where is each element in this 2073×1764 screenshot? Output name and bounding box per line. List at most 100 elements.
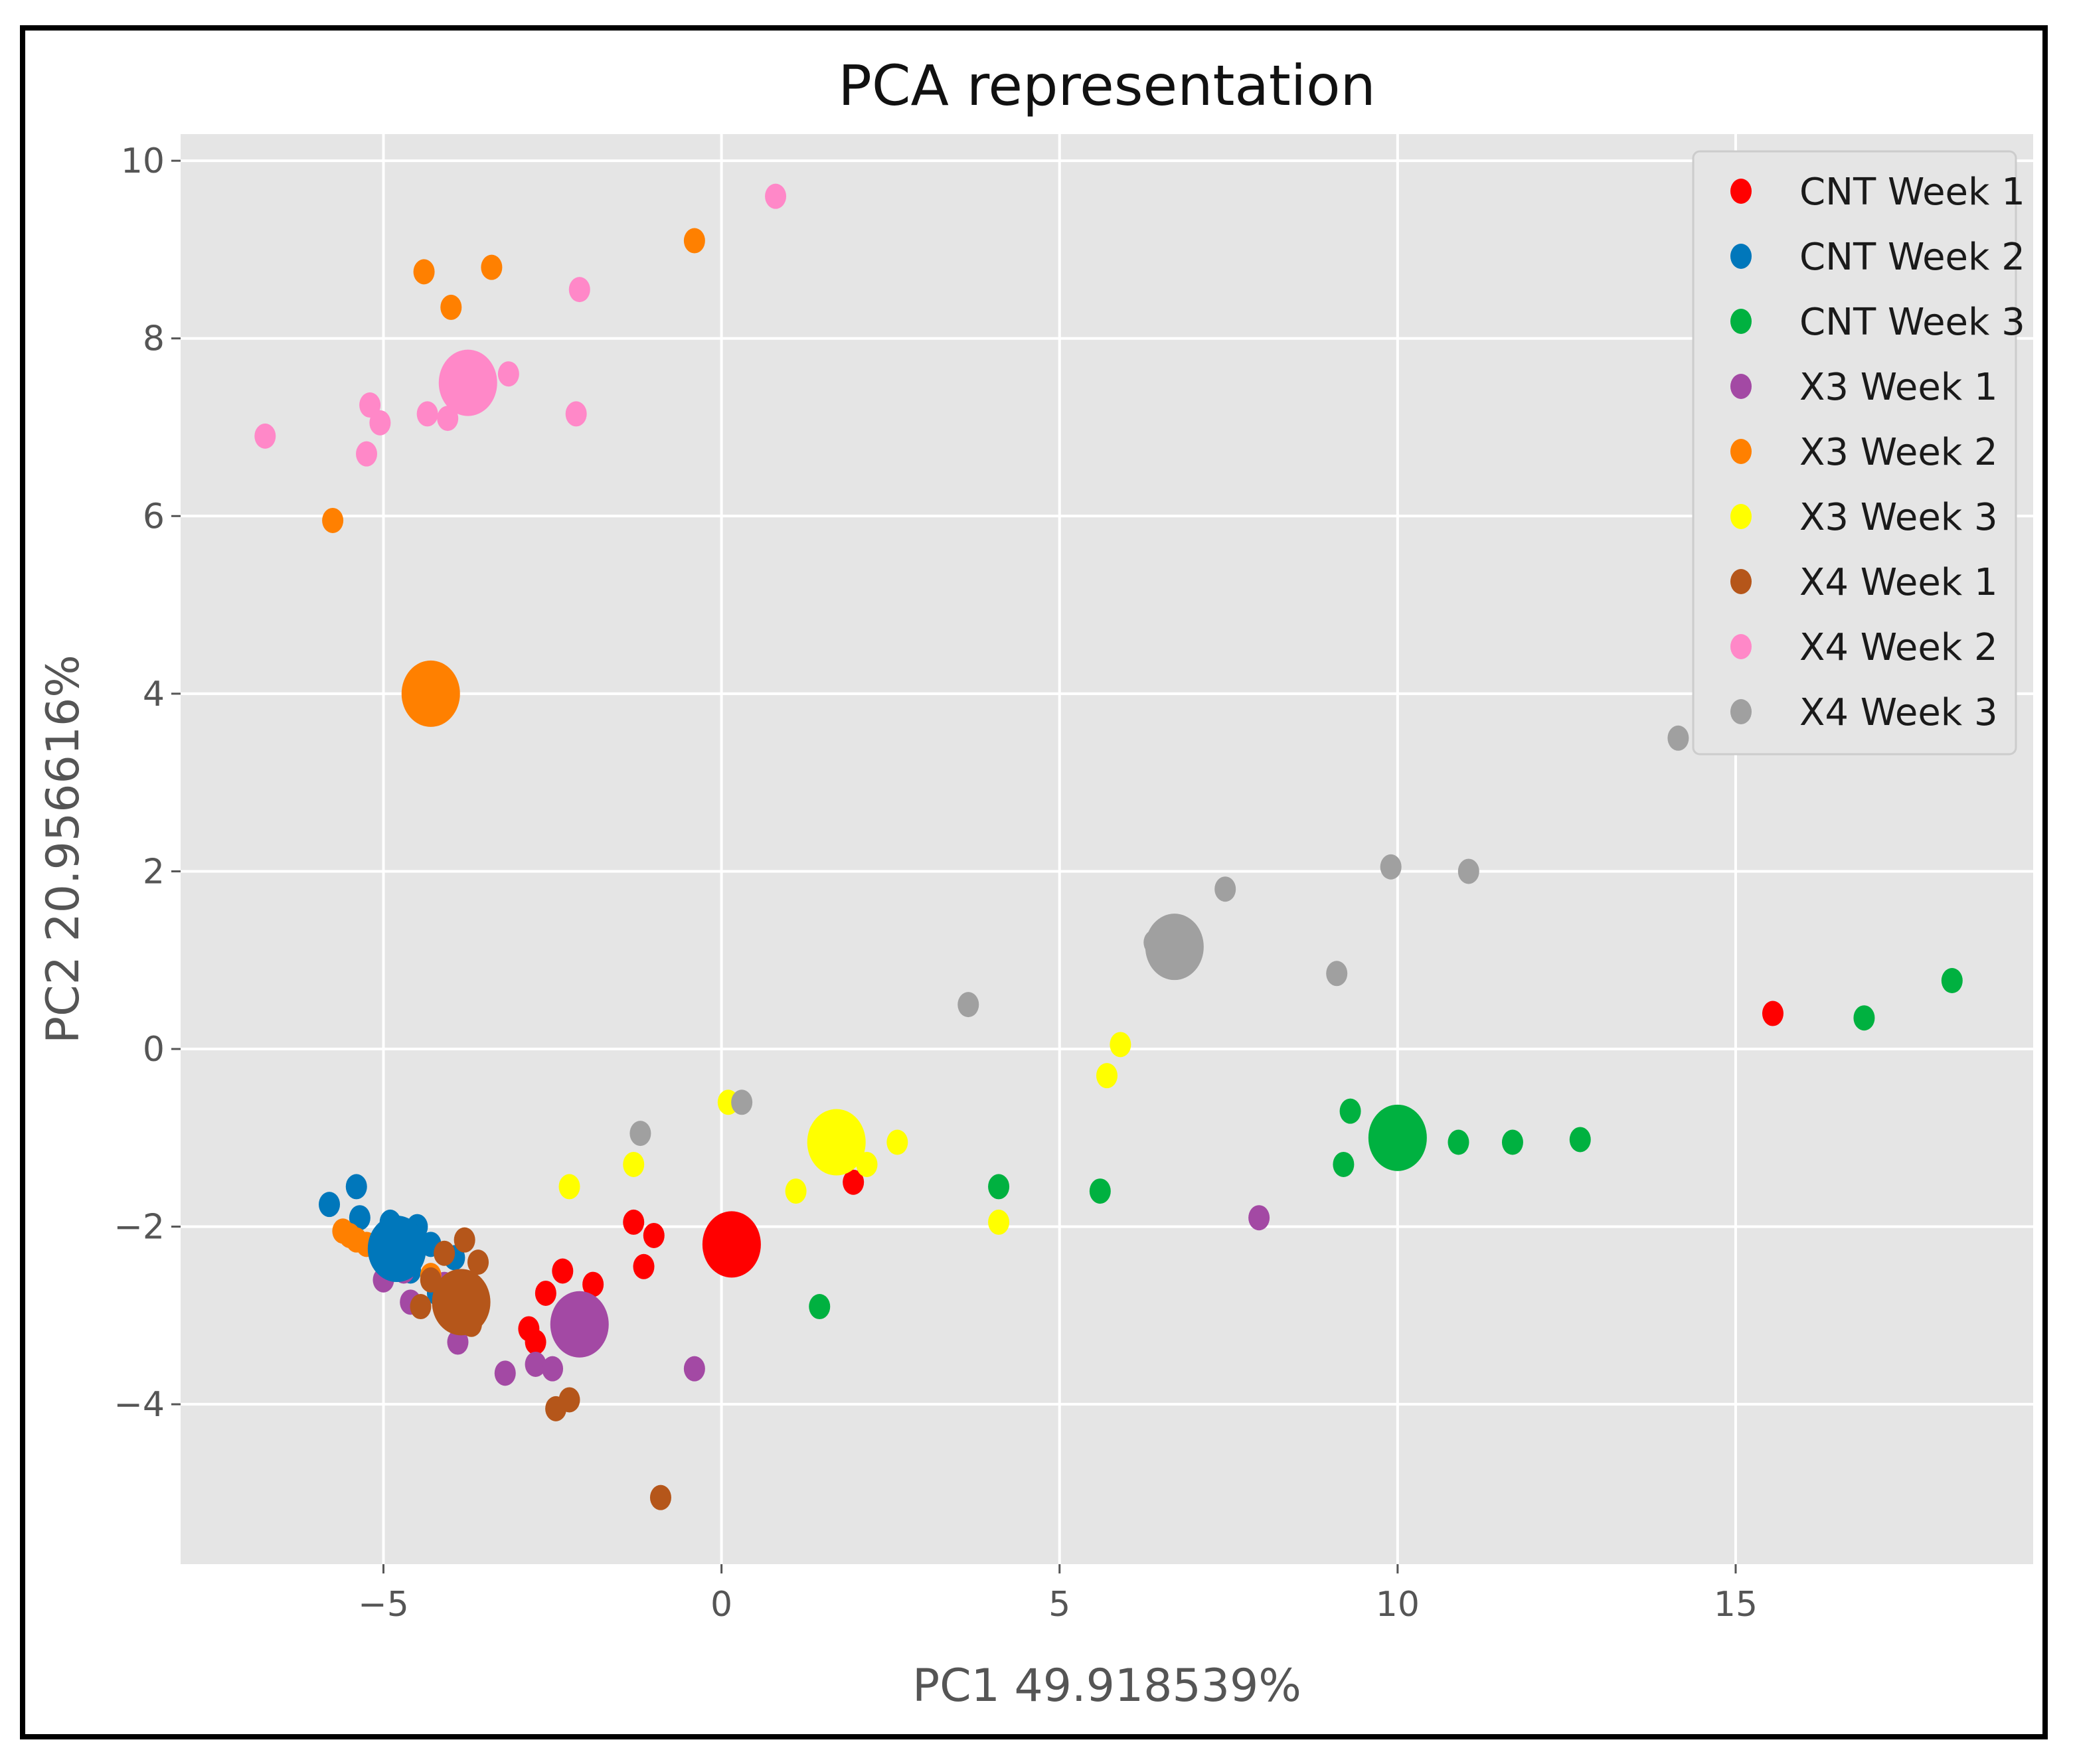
data-point <box>1333 1151 1355 1177</box>
x-axis-label: PC1 49.918539% <box>912 1660 1301 1712</box>
data-point <box>843 1169 865 1195</box>
data-point <box>1667 725 1689 751</box>
y-axis-label: PC2 20.956616% <box>37 655 90 1044</box>
data-point <box>629 1121 651 1147</box>
data-point <box>565 401 587 427</box>
data-point <box>319 1192 341 1218</box>
data-point <box>1096 1063 1118 1089</box>
data-point <box>582 1271 604 1297</box>
chart-title: PCA representation <box>838 53 1376 118</box>
data-point <box>568 277 590 303</box>
data-point <box>957 992 979 1018</box>
legend-label: CNT Week 3 <box>1799 301 2025 344</box>
data-point <box>1762 1001 1783 1026</box>
data-point <box>1941 968 1963 994</box>
data-point <box>1248 1205 1270 1231</box>
data-point <box>454 1227 475 1253</box>
data-point <box>542 1356 564 1382</box>
data-point <box>623 1209 645 1235</box>
centroid-point <box>702 1211 761 1278</box>
data-point <box>1110 1032 1131 1058</box>
data-point <box>494 1360 516 1386</box>
y-tick-label: 10 <box>121 141 165 181</box>
x-tick-label: 0 <box>710 1585 732 1625</box>
centroid-point <box>550 1291 609 1358</box>
y-tick-label: 2 <box>143 852 165 892</box>
data-point <box>254 423 276 449</box>
x-tick-label: 15 <box>1714 1585 1758 1625</box>
centroid-point <box>432 1269 491 1336</box>
centroid-point <box>367 1216 426 1283</box>
data-point <box>683 1356 705 1382</box>
data-point <box>1448 1129 1469 1155</box>
data-point <box>467 1249 489 1275</box>
legend-label: X3 Week 2 <box>1799 431 1998 474</box>
data-point <box>623 1151 645 1177</box>
data-point <box>440 294 462 320</box>
data-point <box>1089 1178 1111 1204</box>
data-point <box>988 1209 1010 1235</box>
data-point <box>349 1205 371 1231</box>
centroid-point <box>1368 1104 1427 1171</box>
data-point <box>988 1174 1010 1200</box>
data-point <box>683 228 705 254</box>
legend-marker <box>1730 374 1752 399</box>
legend-label: CNT Week 2 <box>1799 236 2025 279</box>
x-tick-label: 10 <box>1376 1585 1420 1625</box>
data-point <box>1569 1127 1591 1153</box>
data-point <box>339 1222 361 1248</box>
legend-label: CNT Week 1 <box>1799 171 2025 214</box>
data-point <box>359 392 381 418</box>
data-point <box>633 1253 655 1279</box>
data-point <box>345 1174 367 1200</box>
data-point <box>886 1129 908 1155</box>
y-tick-label: −4 <box>114 1385 165 1425</box>
centroid-point <box>438 349 497 416</box>
centroid-point <box>401 660 460 727</box>
data-point <box>1326 961 1348 987</box>
legend-marker <box>1730 504 1752 529</box>
data-point <box>322 507 344 533</box>
data-point <box>525 1351 546 1377</box>
legend-marker <box>1730 634 1752 659</box>
legend-label: X3 Week 1 <box>1799 366 1998 409</box>
data-point <box>731 1089 753 1115</box>
y-tick-label: 8 <box>143 319 165 359</box>
data-point <box>643 1222 665 1248</box>
data-point <box>1501 1129 1523 1155</box>
centroid-point <box>1145 914 1204 981</box>
data-point <box>434 1240 456 1266</box>
data-point <box>525 1329 546 1355</box>
legend-label: X4 Week 2 <box>1799 626 1998 669</box>
data-point <box>535 1280 556 1306</box>
data-point <box>481 254 503 280</box>
legend-label: X3 Week 3 <box>1799 496 1998 539</box>
centroid-point <box>807 1109 866 1176</box>
data-point <box>785 1178 807 1204</box>
x-tick-label: 5 <box>1048 1585 1070 1625</box>
data-point <box>416 401 438 427</box>
data-point <box>356 441 378 467</box>
legend-box <box>1692 150 2017 756</box>
legend: CNT Week 1 CNT Week 2 CNT Week 3 X3 Week 1 X… <box>1692 150 2025 756</box>
y-tick-label: 4 <box>143 675 165 714</box>
data-point <box>552 1258 574 1284</box>
legend-marker <box>1730 439 1752 464</box>
legend-marker <box>1730 244 1752 269</box>
data-point <box>1214 876 1236 902</box>
data-point <box>447 1329 469 1355</box>
data-point <box>558 1387 580 1413</box>
axis-ticks: −5 0 5 10 15 −4 −2 0 2 4 6 8 10 <box>114 141 1758 1625</box>
legend-marker <box>1730 699 1752 724</box>
y-tick-label: 6 <box>143 497 165 536</box>
data-point <box>410 1294 432 1320</box>
x-tick-label: −5 <box>358 1585 409 1625</box>
legend-marker <box>1730 569 1752 594</box>
data-point <box>1853 1005 1875 1031</box>
legend-marker <box>1730 179 1752 204</box>
data-point <box>1457 858 1479 884</box>
data-point <box>437 406 459 432</box>
legend-label: X4 Week 1 <box>1799 561 1998 604</box>
y-tick-label: −2 <box>114 1208 165 1247</box>
